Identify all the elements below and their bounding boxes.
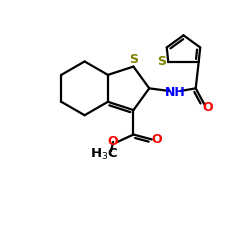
Text: S: S [157,55,166,68]
Text: S: S [129,53,138,66]
Text: NH: NH [164,86,185,98]
Text: O: O [108,135,118,148]
Text: O: O [151,133,162,146]
Text: O: O [202,101,212,114]
Text: H$_3$C: H$_3$C [90,146,118,162]
